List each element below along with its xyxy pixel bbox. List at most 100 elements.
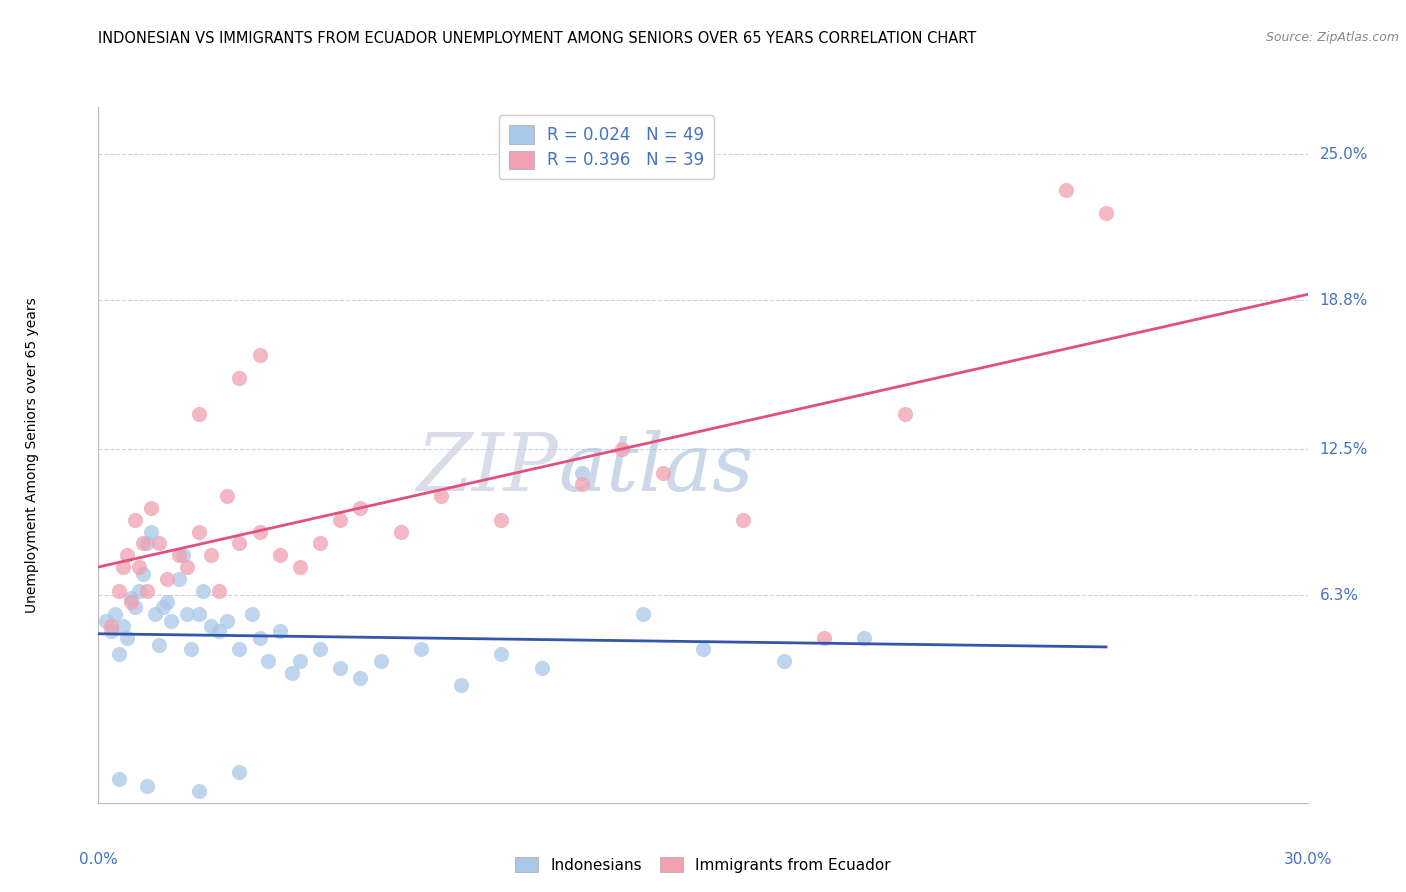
Point [107,583,129,598]
Point [139,500,162,515]
Text: INDONESIAN VS IMMIGRANTS FROM ECUADOR UNEMPLOYMENT AMONG SENIORS OVER 65 YEARS C: INDONESIAN VS IMMIGRANTS FROM ECUADOR UN… [98,31,977,46]
Point [228,765,250,780]
Point [430,489,453,503]
Point [491,513,513,527]
Point [167,572,190,586]
Point [217,614,239,628]
Point [132,536,155,550]
Legend: Indonesians, Immigrants from Ecuador: Indonesians, Immigrants from Ecuador [509,850,897,879]
Point [309,536,332,550]
Point [893,407,915,421]
Text: atlas: atlas [558,430,754,508]
Point [135,779,157,793]
Point [329,513,352,527]
Text: 25.0%: 25.0% [1320,146,1368,161]
Point [120,595,142,609]
Point [100,619,122,633]
Point [193,583,215,598]
Point [1095,206,1118,220]
Point [813,631,835,645]
Point [228,536,250,550]
Point [853,631,876,645]
Point [450,678,472,692]
Point [370,654,392,668]
Point [249,348,271,362]
Point [135,536,157,550]
Point [176,607,198,621]
Point [256,654,278,668]
Point [124,600,146,615]
Point [188,524,211,539]
Point [111,560,134,574]
Point [612,442,634,456]
Text: 12.5%: 12.5% [1320,442,1368,457]
Text: Source: ZipAtlas.com: Source: ZipAtlas.com [1265,31,1399,45]
Text: 18.8%: 18.8% [1320,293,1368,308]
Point [288,654,311,668]
Point [135,583,157,598]
Point [530,661,553,675]
Point [124,513,146,527]
Point [249,524,271,539]
Point [152,600,174,615]
Point [156,572,179,586]
Point [1054,183,1077,197]
Point [651,466,673,480]
Point [772,654,794,668]
Point [148,536,170,550]
Point [100,624,122,638]
Point [148,638,170,652]
Text: 0.0%: 0.0% [79,852,118,866]
Point [103,607,125,621]
Point [269,624,291,638]
Text: 6.3%: 6.3% [1320,588,1358,603]
Point [409,642,432,657]
Point [120,591,142,605]
Point [143,607,166,621]
Point [107,772,129,787]
Point [309,642,332,657]
Point [156,595,179,609]
Point [389,524,412,539]
Point [200,619,222,633]
Point [200,548,222,562]
Point [349,500,371,515]
Point [491,647,513,661]
Point [329,661,352,675]
Point [115,548,138,562]
Point [111,619,134,633]
Point [188,784,211,798]
Text: 30.0%: 30.0% [1284,852,1331,866]
Point [96,614,118,628]
Point [115,631,138,645]
Point [692,642,714,657]
Point [172,548,194,562]
Point [349,671,371,685]
Point [139,524,162,539]
Point [208,624,231,638]
Point [128,583,150,598]
Point [160,614,183,628]
Point [249,631,271,645]
Point [107,647,129,661]
Point [228,642,250,657]
Point [631,607,654,621]
Text: ZIP: ZIP [416,430,558,508]
Point [167,548,190,562]
Point [269,548,291,562]
Point [240,607,263,621]
Point [128,560,150,574]
Text: Unemployment Among Seniors over 65 years: Unemployment Among Seniors over 65 years [25,297,39,613]
Point [208,583,231,598]
Point [281,666,304,681]
Point [571,466,593,480]
Point [288,560,311,574]
Point [188,607,211,621]
Point [188,407,211,421]
Point [228,371,250,385]
Point [571,477,593,491]
Point [733,513,755,527]
Point [180,642,202,657]
Point [176,560,198,574]
Point [132,567,155,582]
